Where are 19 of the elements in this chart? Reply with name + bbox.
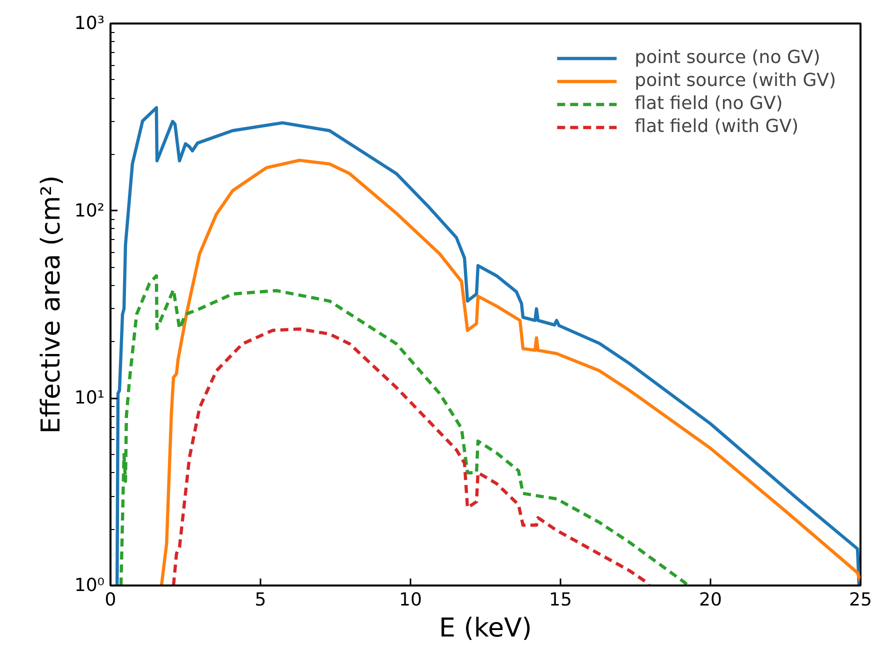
y-tick-label: 10³ — [74, 13, 105, 34]
line-series — [172, 327, 651, 586]
y-axis-title: Effective area (cm²) — [36, 175, 66, 434]
x-tick-label: 25 — [849, 590, 872, 610]
line-series — [119, 274, 690, 586]
line-series — [160, 158, 860, 586]
x-tick-label: 5 — [254, 590, 266, 610]
y-tick-label: 10¹ — [74, 388, 105, 409]
y-tick-label: 10⁰ — [74, 575, 105, 596]
legend-label: point source (no GV) — [634, 47, 820, 68]
x-tick-label: 10 — [399, 590, 422, 610]
x-tick-label: 20 — [699, 590, 722, 610]
x-tick-label: 15 — [549, 590, 572, 610]
y-tick-label: 10² — [74, 200, 105, 222]
x-axis-title: E (keV) — [439, 614, 532, 644]
legend-label: point source (with GV) — [634, 70, 836, 91]
legend-label: flat field (with GV) — [634, 116, 799, 137]
x-tick-label: 0 — [104, 590, 116, 610]
legend-label: flat field (no GV) — [634, 93, 783, 114]
